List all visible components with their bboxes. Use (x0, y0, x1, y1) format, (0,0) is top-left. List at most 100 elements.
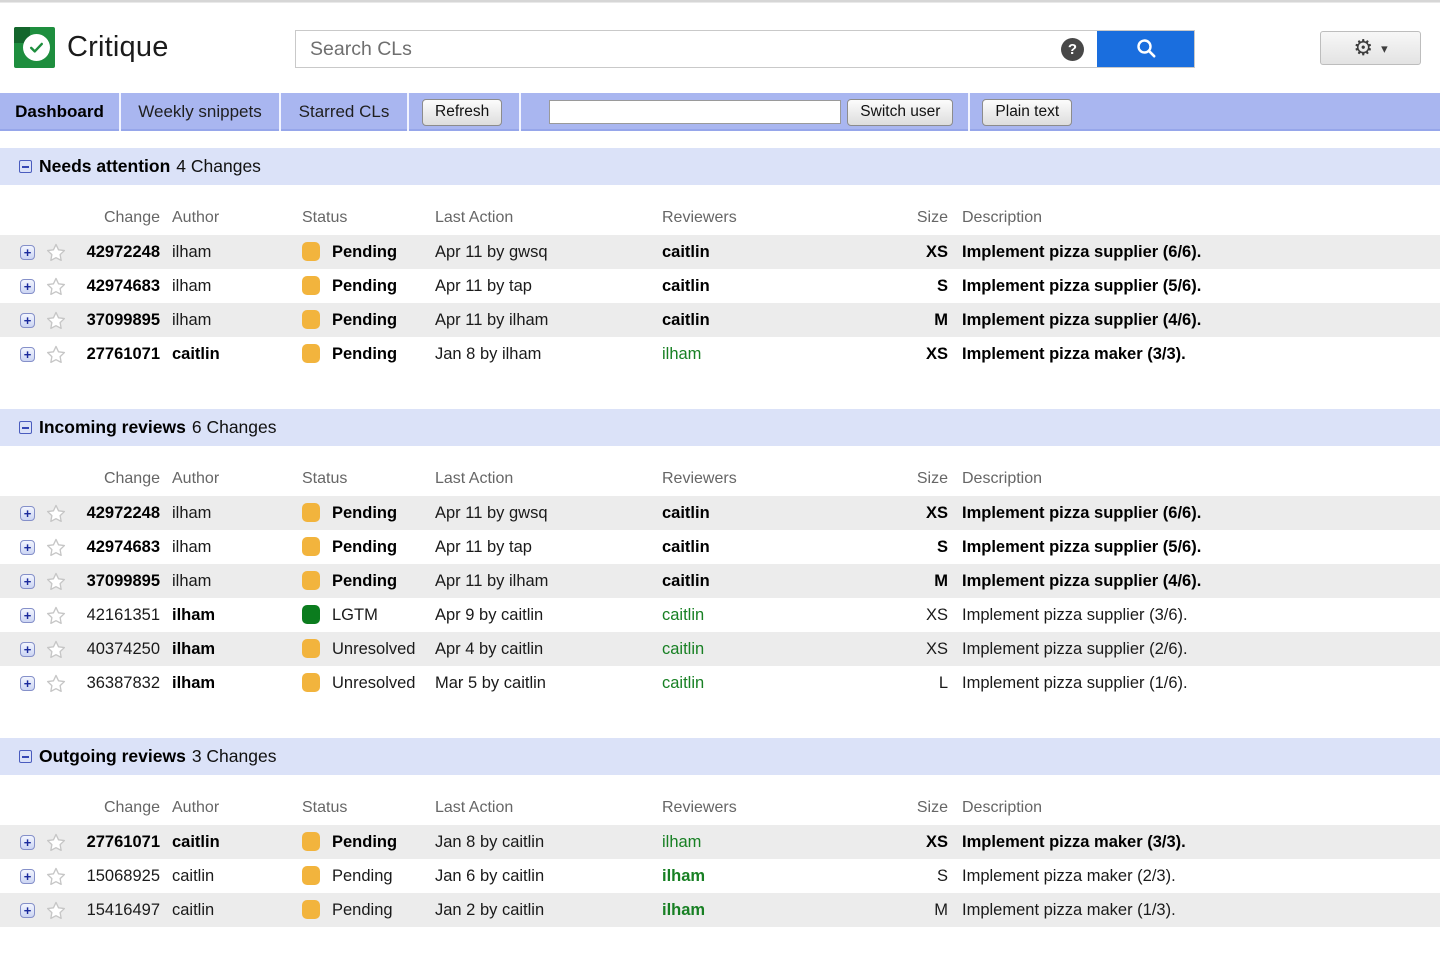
change-number[interactable]: 37099895 (86, 571, 160, 590)
status-label: Pending (332, 867, 393, 885)
expand-icon[interactable]: + (20, 834, 35, 850)
app-title: Critique (67, 31, 169, 63)
change-number[interactable]: 42972248 (86, 242, 160, 261)
star-icon[interactable] (45, 673, 67, 694)
change-number[interactable]: 42974683 (86, 537, 160, 556)
section-incoming-reviews: Incoming reviews 6 Changes Change Author… (0, 409, 1440, 700)
table-header-row: Change Author Status Last Action Reviewe… (0, 446, 1440, 496)
change-number[interactable]: 40374250 (86, 639, 160, 658)
table-row: + 15068925 caitlin Pending Jan 6 by cait… (0, 859, 1440, 893)
collapse-icon[interactable] (19, 750, 32, 763)
last-action-cell: Apr 11 by tap (435, 276, 532, 295)
expand-icon[interactable]: + (20, 346, 35, 362)
star-icon[interactable] (45, 242, 67, 263)
expand-icon[interactable]: + (20, 675, 35, 691)
reviewer-cell: caitlin (662, 242, 710, 261)
star-icon[interactable] (45, 866, 67, 887)
status-label: LGTM (332, 606, 378, 624)
refresh-button[interactable]: Refresh (422, 98, 503, 126)
section-header[interactable]: Outgoing reviews 3 Changes (0, 738, 1440, 775)
change-number[interactable]: 42161351 (86, 605, 160, 624)
change-number[interactable]: 15068925 (86, 866, 160, 885)
expand-icon[interactable]: + (20, 312, 35, 328)
star-icon[interactable] (45, 571, 67, 592)
expand-icon[interactable]: + (20, 505, 35, 521)
author-cell: ilham (172, 639, 216, 658)
reviewer-cell: caitlin (662, 605, 705, 624)
author-cell: ilham (172, 605, 216, 624)
change-number[interactable]: 27761071 (86, 832, 160, 851)
section-outgoing-reviews: Outgoing reviews 3 Changes Change Author… (0, 738, 1440, 927)
switch-user-button[interactable]: Switch user (847, 98, 954, 126)
description-cell: Implement pizza maker (1/3). (962, 900, 1176, 919)
description-cell: Implement pizza supplier (4/6). (962, 571, 1202, 590)
tab-weekly-snippets[interactable]: Weekly snippets (138, 102, 262, 121)
checkmark-icon (23, 34, 50, 61)
author-cell: ilham (172, 537, 212, 556)
status-chip (302, 605, 320, 624)
change-number[interactable]: 27761071 (86, 344, 160, 363)
expand-icon[interactable]: + (20, 278, 35, 294)
change-number[interactable]: 15416497 (86, 900, 160, 919)
section-header[interactable]: Needs attention 4 Changes (0, 148, 1440, 185)
reviewer-cell: caitlin (662, 537, 710, 556)
star-icon[interactable] (45, 605, 67, 626)
caret-down-icon: ▾ (1381, 40, 1388, 56)
expand-icon[interactable]: + (20, 244, 35, 260)
change-number[interactable]: 37099895 (86, 310, 160, 329)
description-cell: Implement pizza supplier (1/6). (962, 673, 1188, 692)
star-icon[interactable] (45, 503, 67, 524)
critique-logo-icon (14, 27, 55, 68)
expand-icon[interactable]: + (20, 902, 35, 918)
description-cell: Implement pizza maker (3/3). (962, 344, 1186, 363)
collapse-icon[interactable] (19, 421, 32, 434)
col-header-author: Author (172, 799, 220, 816)
plain-text-button[interactable]: Plain text (982, 98, 1073, 126)
status-label: Pending (332, 572, 398, 590)
expand-icon[interactable]: + (20, 868, 35, 884)
size-cell: XS (925, 344, 948, 363)
star-icon[interactable] (45, 344, 67, 365)
expand-icon[interactable]: + (20, 539, 35, 555)
table-row: + 37099895 ilham Pending Apr 11 by ilham… (0, 303, 1440, 337)
divider (968, 93, 971, 131)
tab-dashboard[interactable]: Dashboard (15, 102, 104, 121)
status-label: Unresolved (332, 674, 416, 692)
last-action-cell: Apr 11 by ilham (435, 310, 549, 329)
collapse-icon[interactable] (19, 160, 32, 173)
help-icon[interactable]: ? (1061, 37, 1084, 61)
star-icon[interactable] (45, 276, 67, 297)
settings-button[interactable]: ⚙ ▾ (1320, 31, 1421, 65)
section-title: Needs attention (39, 156, 171, 176)
status-label: Pending (332, 243, 398, 261)
star-icon[interactable] (45, 310, 67, 331)
col-header-last-action: Last Action (435, 209, 514, 226)
star-icon[interactable] (45, 832, 67, 853)
change-number[interactable]: 42972248 (86, 503, 160, 522)
last-action-cell: Jan 8 by ilham (435, 344, 542, 363)
change-number[interactable]: 42974683 (86, 276, 160, 295)
author-cell: caitlin (172, 832, 220, 851)
tab-starred-cls[interactable]: Starred CLs (298, 102, 390, 121)
size-cell: XS (925, 639, 948, 658)
expand-icon[interactable]: + (20, 641, 35, 657)
dashboard-content: Needs attention 4 Changes Change Author … (0, 148, 1440, 927)
switch-user-input[interactable] (549, 100, 842, 124)
expand-icon[interactable]: + (20, 607, 35, 623)
table-row: + 27761071 caitlin Pending Jan 8 by cait… (0, 825, 1440, 859)
star-icon[interactable] (45, 639, 67, 660)
change-number[interactable]: 36387832 (86, 673, 160, 692)
description-cell: Implement pizza supplier (5/6). (962, 276, 1202, 295)
section-header[interactable]: Incoming reviews 6 Changes (0, 409, 1440, 446)
expand-icon[interactable]: + (20, 573, 35, 589)
search-input[interactable] (296, 31, 1061, 67)
size-cell: S (936, 537, 948, 556)
table-row: + 36387832 ilham Unresolved Mar 5 by cai… (0, 666, 1440, 700)
search-button[interactable] (1097, 31, 1194, 67)
main-navbar: Dashboard Weekly snippets Starred CLs Re… (0, 93, 1440, 131)
last-action-cell: Apr 4 by caitlin (435, 639, 544, 658)
star-icon[interactable] (45, 537, 67, 558)
size-cell: L (938, 673, 948, 692)
star-icon[interactable] (45, 900, 67, 921)
size-cell: M (934, 571, 948, 590)
